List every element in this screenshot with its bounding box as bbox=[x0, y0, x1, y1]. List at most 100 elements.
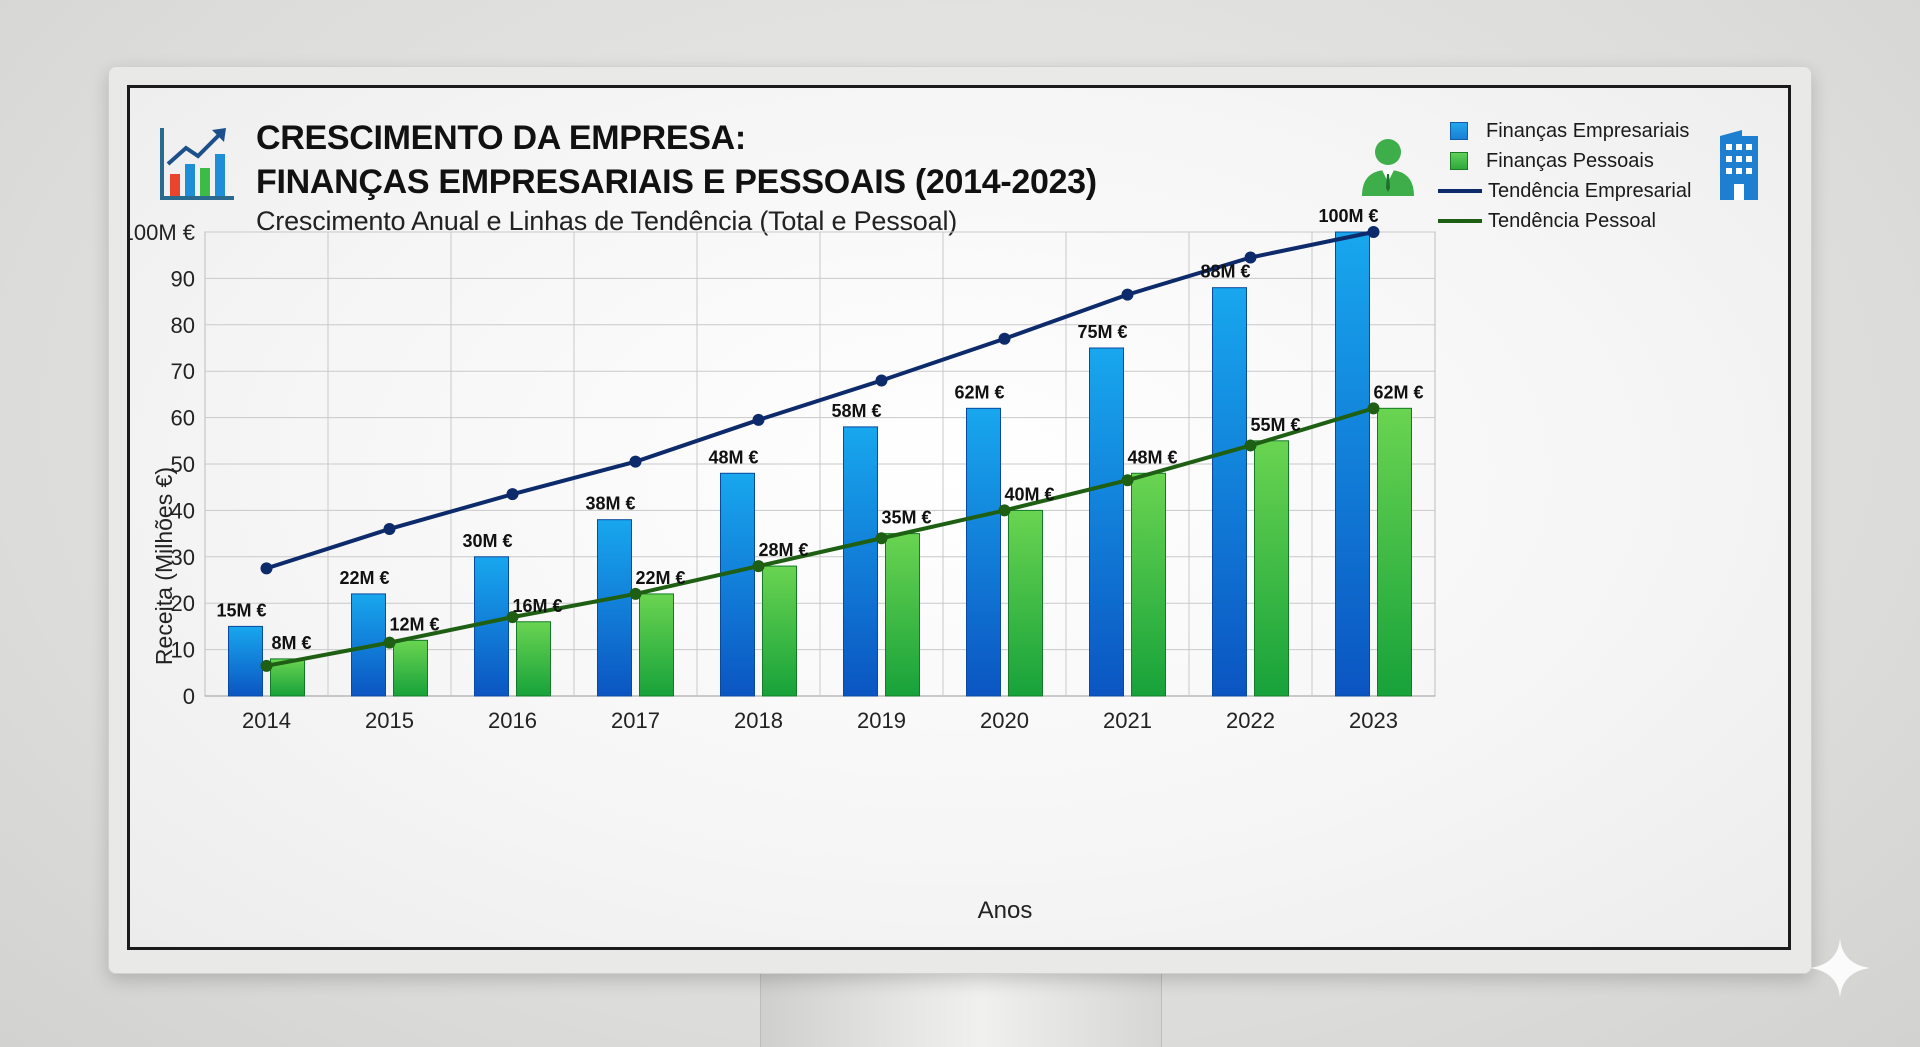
y-tick-label: 10 bbox=[171, 638, 195, 663]
trend-point-pessoal bbox=[383, 636, 396, 649]
trend-point-pessoal bbox=[875, 532, 888, 545]
trend-line-pessoal bbox=[266, 406, 1375, 668]
trend-point-empresarial bbox=[506, 488, 519, 501]
bar-empresariais bbox=[1212, 287, 1247, 697]
x-axis-title: Anos bbox=[978, 897, 1033, 924]
data-label-empresariais: 15M € bbox=[216, 600, 266, 620]
x-tick-label: 2023 bbox=[1349, 708, 1398, 733]
chart-subtitle: Crescimento Anual e Linhas de Tendência … bbox=[256, 206, 958, 236]
bar-empresariais bbox=[720, 472, 755, 697]
legend-swatch-pessoais bbox=[1450, 152, 1468, 170]
data-label-empresariais: 30M € bbox=[462, 531, 512, 551]
data-label-pessoais: 62M € bbox=[1373, 382, 1423, 402]
chart-title-line1: CRESCIMENTO DA EMPRESA: bbox=[256, 119, 746, 157]
data-label-empresariais: 38M € bbox=[585, 494, 635, 514]
trend-point-pessoal bbox=[1367, 402, 1380, 415]
legend-label: Finanças Pessoais bbox=[1486, 149, 1654, 172]
trend-point-empresarial bbox=[1244, 251, 1257, 264]
bar-empresariais bbox=[474, 556, 509, 697]
data-label-pessoais: 40M € bbox=[1004, 484, 1054, 504]
legend-item-pessoais: Finanças Pessoais bbox=[1438, 146, 1691, 176]
bar-empresariais bbox=[597, 519, 632, 697]
trend-point-empresarial bbox=[629, 455, 642, 468]
y-tick-label: 30 bbox=[171, 545, 195, 570]
monitor-stand bbox=[760, 972, 1162, 1047]
bar-pessoais bbox=[1131, 472, 1166, 697]
legend-item-empresariais: Finanças Empresariais bbox=[1438, 116, 1691, 146]
legend-item-tendencia-pessoal: Tendência Pessoal bbox=[1438, 206, 1691, 236]
y-tick-label: 60 bbox=[171, 406, 195, 431]
bar-pessoais bbox=[1008, 509, 1043, 697]
y-tick-label: 80 bbox=[171, 313, 195, 338]
bar-empresariais bbox=[966, 407, 1001, 697]
x-tick-label: 2020 bbox=[980, 708, 1029, 733]
legend-line-pessoal bbox=[1438, 219, 1482, 223]
legend-label: Finanças Empresariais bbox=[1486, 119, 1690, 142]
x-tick-label: 2022 bbox=[1226, 708, 1275, 733]
x-tick-label: 2021 bbox=[1103, 708, 1152, 733]
legend-swatch-empresariais bbox=[1450, 122, 1468, 140]
chart-title-line2: FINANÇAS EMPRESARIAIS E PESSOAIS (2014-2… bbox=[256, 163, 1097, 201]
data-label-pessoais: 22M € bbox=[635, 568, 685, 588]
x-tick-label: 2018 bbox=[734, 708, 783, 733]
chart-plot: 0 10 20 30 40 50 60 70 80 90 100M € 2014 2015 2016 201… bbox=[130, 206, 1436, 924]
data-label-empresariais: 58M € bbox=[831, 401, 881, 421]
trend-line-empresarial bbox=[265, 230, 1374, 571]
x-tick-label: 2014 bbox=[242, 708, 291, 733]
trend-point-pessoal bbox=[1121, 474, 1134, 487]
legend-label: Tendência Empresarial bbox=[1488, 179, 1692, 202]
bar-pessoais bbox=[1254, 440, 1289, 697]
data-label-empresariais: 62M € bbox=[954, 382, 1004, 402]
data-label-pessoais: 55M € bbox=[1250, 415, 1300, 435]
data-label-pessoais: 48M € bbox=[1127, 447, 1177, 467]
bar-pessoais bbox=[1377, 407, 1412, 697]
bar-pessoais bbox=[393, 639, 428, 697]
trend-point-empresarial bbox=[1121, 288, 1134, 301]
y-tick-label: 20 bbox=[171, 591, 195, 616]
trend-point-pessoal bbox=[506, 611, 519, 624]
trend-point-empresarial bbox=[752, 413, 765, 426]
trend-point-pessoal bbox=[1244, 439, 1257, 452]
y-axis-title: Receita (Milhões €) bbox=[151, 467, 177, 665]
bar-chart-growth-icon bbox=[160, 128, 234, 200]
data-label-empresariais: 22M € bbox=[339, 568, 389, 588]
data-label-empresariais: 88M € bbox=[1200, 262, 1250, 282]
data-label-pessoais: 35M € bbox=[881, 508, 931, 528]
trend-point-pessoal bbox=[629, 587, 642, 600]
chart-screen: CRESCIMENTO DA EMPRESA: FINANÇAS EMPRESA… bbox=[127, 85, 1791, 950]
y-tick-label: 40 bbox=[171, 498, 195, 523]
data-label-pessoais: 8M € bbox=[271, 633, 311, 653]
trend-point-empresarial bbox=[260, 562, 273, 575]
bar-pessoais bbox=[639, 593, 674, 697]
chart-title: CRESCIMENTO DA EMPRESA: FINANÇAS EMPRESA… bbox=[256, 116, 1097, 204]
bar-empresariais bbox=[1089, 347, 1124, 697]
trend-point-empresarial bbox=[383, 522, 396, 535]
legend-label: Tendência Pessoal bbox=[1488, 209, 1656, 232]
trend-point-pessoal bbox=[752, 560, 765, 573]
trend-point-empresarial bbox=[998, 332, 1011, 345]
trend-point-pessoal bbox=[998, 504, 1011, 517]
data-label-empresariais: 48M € bbox=[708, 447, 758, 467]
y-tick-label: 70 bbox=[171, 359, 195, 384]
data-label-empresariais: 100M € bbox=[1318, 206, 1378, 226]
bar-empresariais bbox=[843, 426, 878, 697]
x-tick-label: 2016 bbox=[488, 708, 537, 733]
data-label-pessoais: 16M € bbox=[512, 596, 562, 616]
bar-pessoais bbox=[516, 621, 551, 697]
sparkle-star-icon bbox=[1810, 938, 1870, 998]
bar-empresariais bbox=[228, 625, 263, 697]
legend-item-tendencia-empresarial: Tendência Empresarial bbox=[1438, 176, 1691, 206]
bar-pessoais bbox=[762, 565, 797, 697]
x-tick-label: 2015 bbox=[365, 708, 414, 733]
x-tick-label: 2019 bbox=[857, 708, 906, 733]
chart-legend: Finanças Empresariais Finanças Pessoais … bbox=[1438, 116, 1691, 236]
legend-line-empresarial bbox=[1438, 189, 1482, 193]
trend-point-empresarial bbox=[1367, 226, 1380, 238]
office-building-icon bbox=[1720, 130, 1758, 200]
trend-point-empresarial bbox=[875, 374, 888, 387]
y-tick-label: 0 bbox=[183, 684, 195, 709]
data-label-pessoais: 12M € bbox=[389, 614, 439, 634]
trend-point-pessoal bbox=[260, 659, 273, 672]
bar-pessoais bbox=[885, 533, 920, 697]
data-label-pessoais: 28M € bbox=[758, 540, 808, 560]
